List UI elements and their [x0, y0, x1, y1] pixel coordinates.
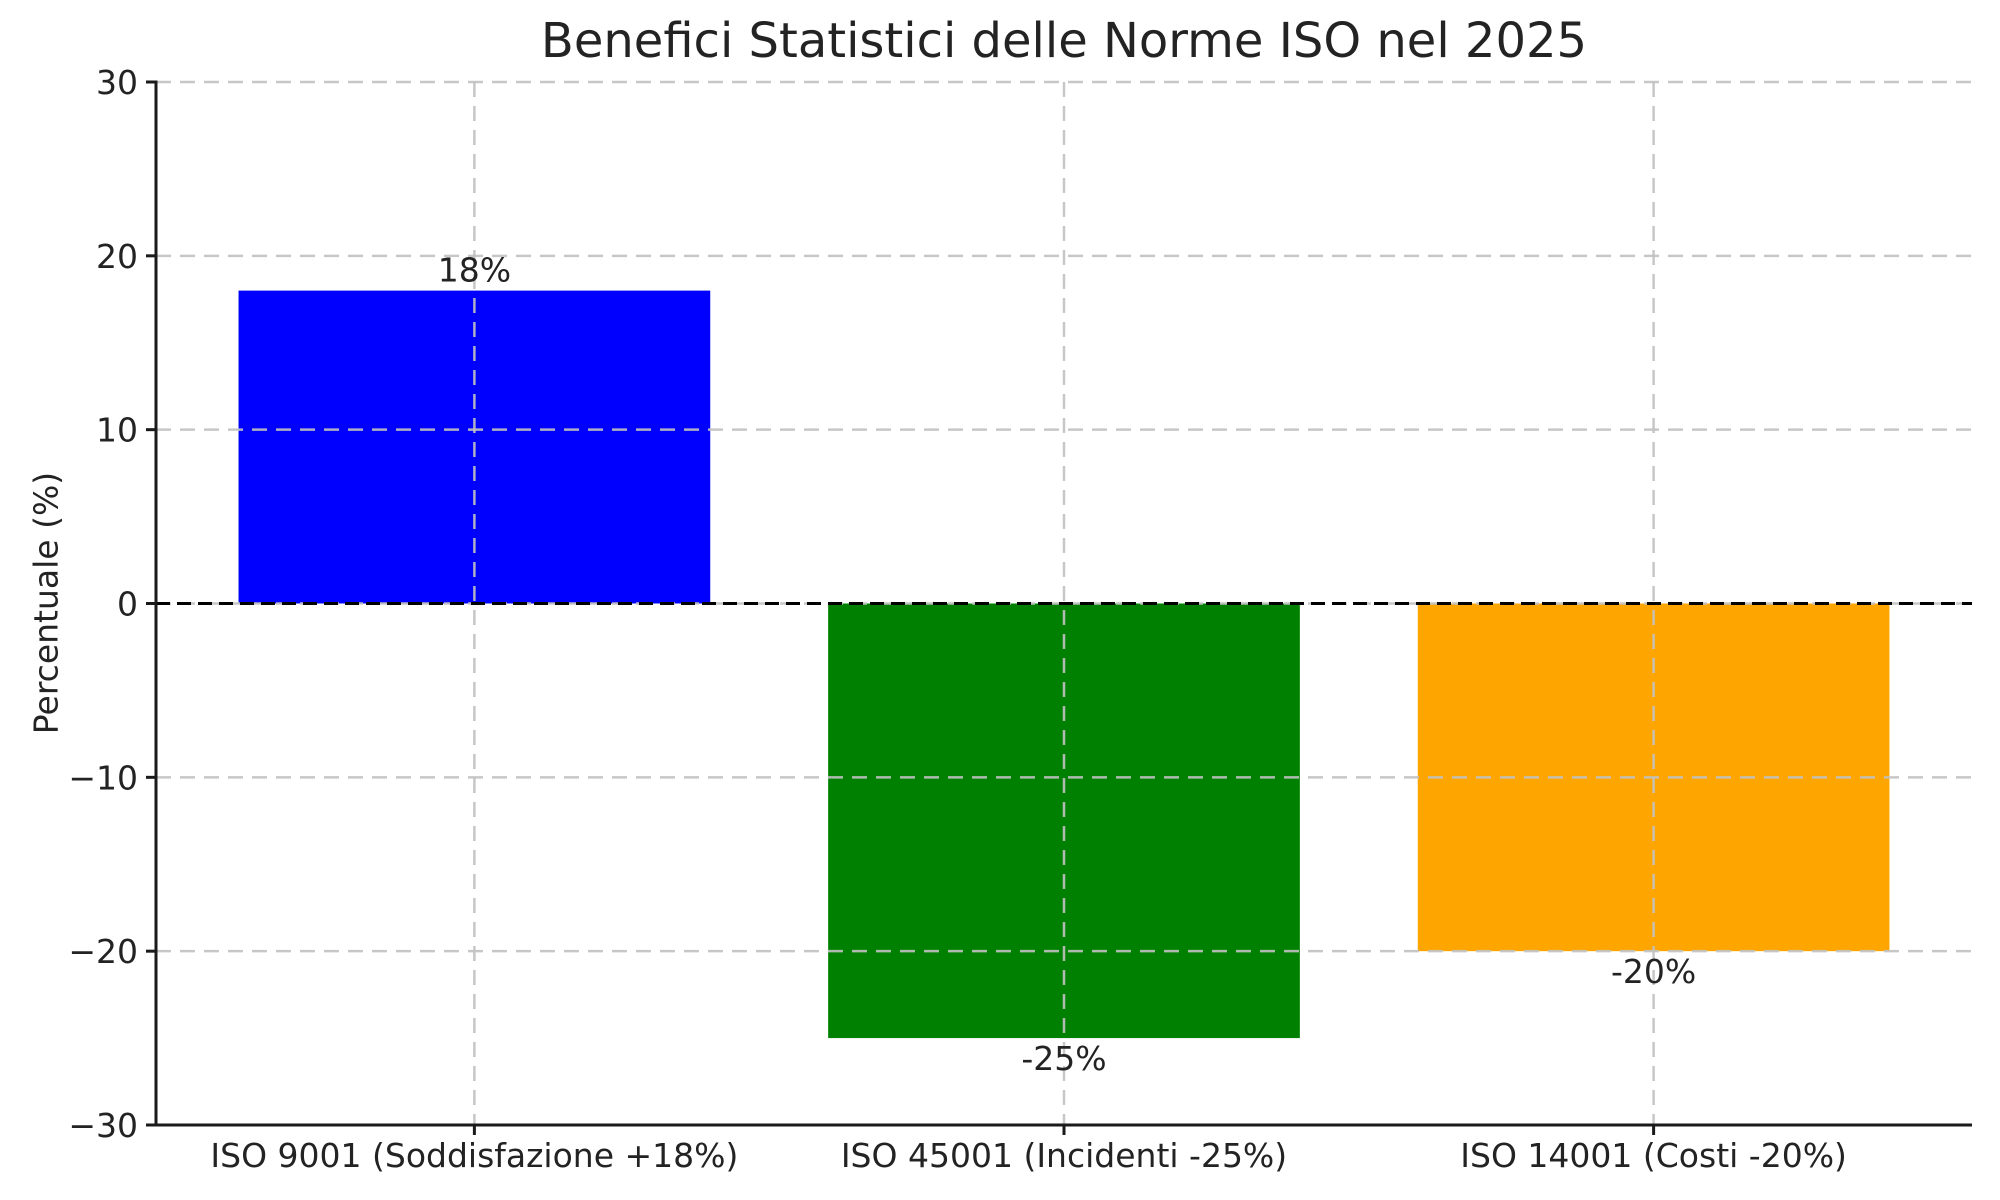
y-tick-label: 10: [96, 411, 138, 450]
x-tick-label: ISO 9001 (Soddisfazione +18%): [210, 1136, 738, 1175]
y-tick-label: −20: [68, 932, 138, 971]
y-tick-label: 30: [96, 63, 138, 102]
bar-value-label: -25%: [1021, 1039, 1106, 1078]
y-tick-label: 20: [96, 237, 138, 276]
y-tick-label: −30: [68, 1106, 138, 1145]
bar: [828, 603, 1300, 1039]
y-tick-label: 0: [117, 585, 138, 624]
bar-value-label: 18%: [438, 251, 511, 290]
chart-title: Benefici Statistici delle Norme ISO nel …: [540, 13, 1588, 69]
x-tick-label: ISO 14001 (Costi -20%): [1460, 1136, 1847, 1175]
y-tick-label: −10: [68, 758, 138, 797]
bar-value-label: -20%: [1611, 952, 1696, 991]
x-tick-label: ISO 45001 (Incidenti -25%): [841, 1136, 1287, 1175]
